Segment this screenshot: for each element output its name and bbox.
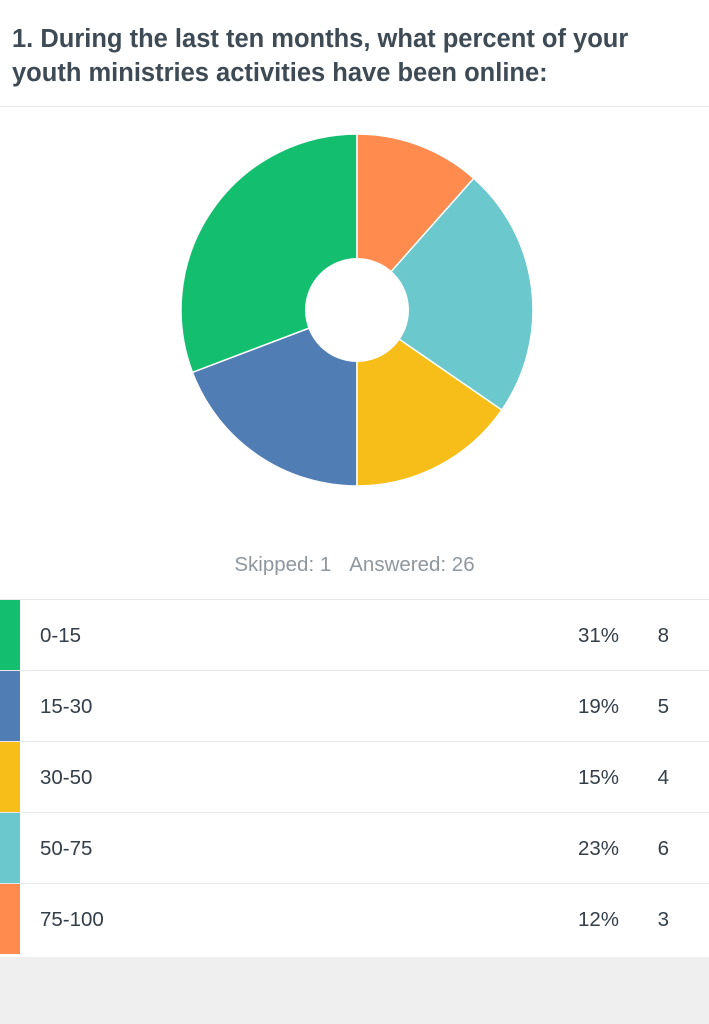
legend-swatch bbox=[0, 671, 20, 741]
choice-count: 4 bbox=[657, 766, 669, 789]
table-row: 50-75 23% 6 bbox=[0, 812, 709, 883]
legend-swatch bbox=[0, 813, 20, 883]
choice-count: 5 bbox=[657, 695, 669, 718]
choice-label: 30-50 bbox=[40, 766, 93, 789]
skipped-count: Skipped: 1 bbox=[234, 553, 332, 576]
answer-table: 0-15 31% 8 15-30 19% 5 30-50 15% 4 50-75… bbox=[0, 599, 709, 954]
table-row: 75-100 12% 3 bbox=[0, 883, 709, 954]
pie-slice-75-100 bbox=[356, 133, 475, 312]
choice-label: 0-15 bbox=[40, 624, 82, 647]
choice-percent: 19% bbox=[577, 695, 619, 718]
choice-count: 8 bbox=[657, 624, 669, 647]
pie-slice-30-50 bbox=[356, 308, 503, 487]
page-footer bbox=[0, 957, 709, 1024]
choice-percent: 15% bbox=[577, 766, 619, 789]
pie-slice-15-30 bbox=[191, 308, 358, 487]
table-row: 30-50 15% 4 bbox=[0, 741, 709, 812]
legend-swatch bbox=[0, 600, 20, 670]
table-row: 15-30 19% 5 bbox=[0, 670, 709, 741]
choice-percent: 31% bbox=[577, 624, 619, 647]
donut-chart bbox=[180, 133, 534, 487]
legend-swatch bbox=[0, 742, 20, 812]
legend-swatch bbox=[0, 884, 20, 954]
donut-hole bbox=[305, 258, 409, 362]
choice-label: 75-100 bbox=[40, 908, 104, 931]
header-divider bbox=[0, 106, 709, 107]
choice-label: 50-75 bbox=[40, 837, 93, 860]
response-summary: Skipped: 1 Answered: 26 bbox=[0, 553, 709, 577]
choice-percent: 23% bbox=[577, 837, 619, 860]
answered-count: Answered: 26 bbox=[349, 553, 475, 576]
table-row: 0-15 31% 8 bbox=[0, 599, 709, 670]
choice-count: 3 bbox=[657, 908, 669, 931]
question-title: 1. During the last ten months, what perc… bbox=[12, 25, 629, 87]
pie-slice-50-75 bbox=[355, 177, 534, 412]
choice-label: 15-30 bbox=[40, 695, 93, 718]
choice-percent: 12% bbox=[577, 908, 619, 931]
choice-count: 6 bbox=[657, 837, 669, 860]
